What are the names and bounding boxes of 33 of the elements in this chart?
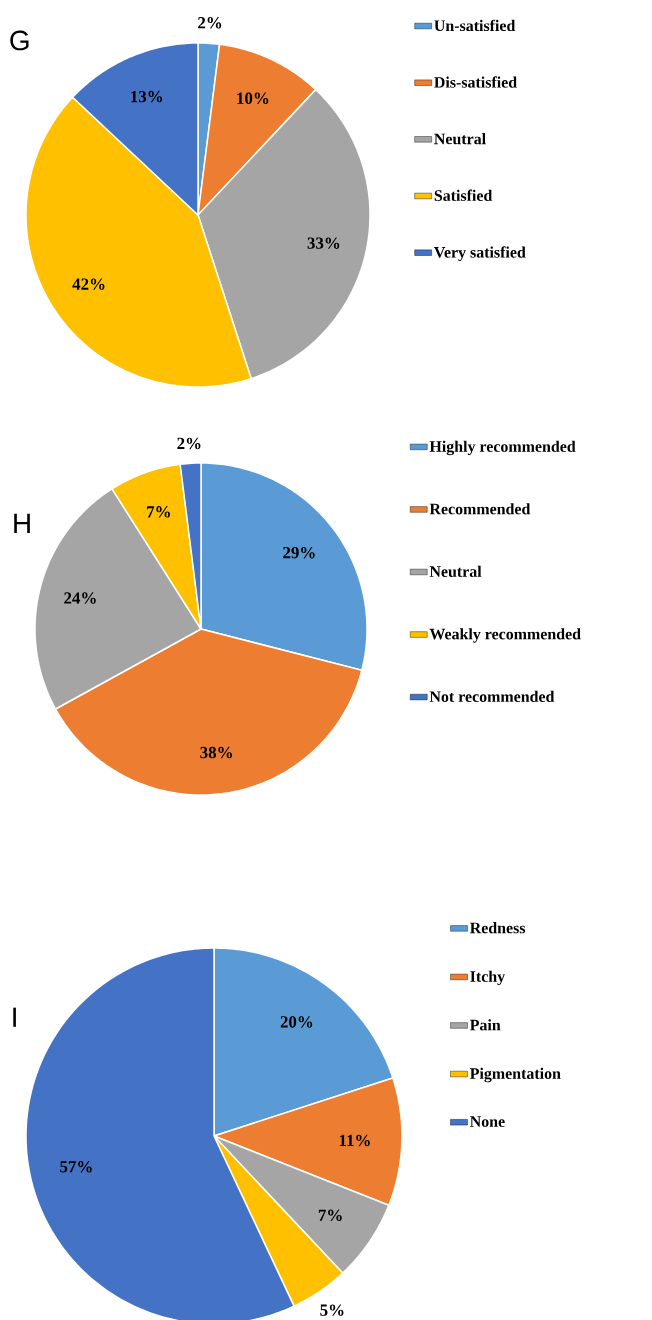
- data-label: 38%: [200, 746, 232, 759]
- data-label: 57%: [60, 1161, 92, 1173]
- data-label: 11%: [339, 1134, 370, 1147]
- legend-label: Un-satisfied: [434, 19, 516, 32]
- legend-label: Neutral: [429, 565, 482, 577]
- text: H: [14, 513, 30, 534]
- data-label: 33%: [307, 237, 340, 249]
- legend-label: Satisfied: [434, 189, 493, 201]
- legend-label: Highly recommended: [429, 440, 576, 456]
- data-label: 29%: [283, 546, 315, 559]
- data-label: 13%: [131, 90, 163, 103]
- data-label: 7%: [318, 1209, 342, 1222]
- data-label: 24%: [64, 592, 96, 604]
- data-label: 2%: [198, 16, 222, 29]
- legend-label: Redness: [469, 922, 526, 934]
- legend-label: Very satisfied: [434, 246, 526, 261]
- data-label: 2%: [177, 437, 201, 450]
- chart-title: G: [10, 30, 29, 51]
- legend-label: None: [470, 1116, 505, 1127]
- data-label: 42%: [72, 278, 105, 290]
- legend-label: Pain: [469, 1019, 501, 1031]
- legend-label: Not recommended: [429, 690, 555, 703]
- text: I: [13, 1007, 16, 1027]
- legend-label: Weakly recommended: [429, 628, 581, 643]
- data-label: 10%: [237, 92, 269, 105]
- data-label: 5%: [320, 1304, 344, 1316]
- legend-label: Dis-satisfied: [434, 76, 517, 88]
- data-label: 7%: [147, 506, 170, 518]
- legend-label: Itchy: [470, 970, 505, 986]
- legend-label: Pigmentation: [469, 1067, 561, 1083]
- legend-label: Neutral: [434, 133, 486, 145]
- legend-label: Recommended: [429, 503, 531, 515]
- data-label: 20%: [280, 1016, 313, 1028]
